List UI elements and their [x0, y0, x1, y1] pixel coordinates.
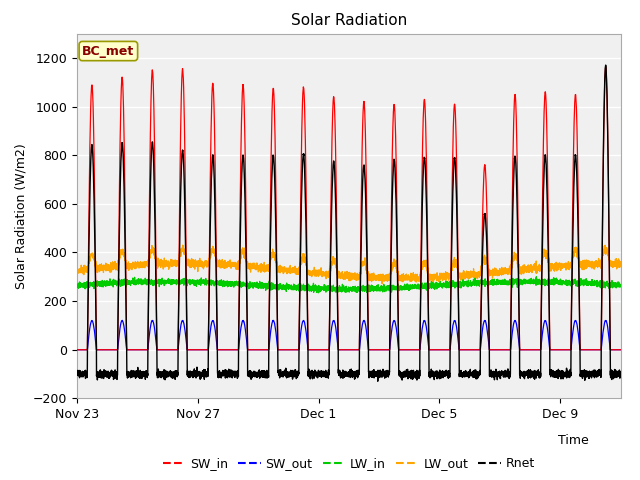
Line: LW_in: LW_in	[77, 277, 621, 293]
Rnet	[170, 374, 178, 380]
LW_out	[611, 261, 618, 266]
Line: LW_out: LW_out	[77, 245, 621, 284]
Rnet	[617, 372, 625, 378]
SW_in	[255, 347, 263, 353]
Legend: SW_in, SW_out, LW_in, LW_out, Rnet: SW_in, SW_out, LW_in, LW_out, Rnet	[157, 452, 540, 475]
SW_in	[397, 347, 404, 353]
LW_in	[173, 280, 181, 286]
SW_in	[602, 64, 609, 70]
SW_out	[617, 347, 625, 353]
LW_in	[397, 284, 404, 289]
Rnet	[173, 371, 181, 377]
LW_in	[314, 290, 322, 296]
LW_in	[95, 281, 102, 287]
SW_out	[397, 347, 404, 353]
Line: Rnet: Rnet	[77, 65, 621, 381]
SW_in	[95, 347, 102, 353]
SW_in	[173, 347, 181, 353]
SW_out	[173, 347, 181, 353]
LW_out	[378, 281, 386, 287]
Text: Time: Time	[558, 434, 589, 447]
SW_in	[611, 347, 618, 353]
LW_out	[95, 265, 102, 271]
SW_out	[255, 347, 263, 353]
LW_out	[617, 263, 625, 269]
Line: SW_out: SW_out	[77, 320, 621, 350]
LW_out	[179, 242, 186, 248]
Rnet	[255, 370, 263, 375]
Rnet	[602, 62, 609, 68]
LW_in	[611, 281, 618, 287]
Rnet	[73, 370, 81, 376]
LW_out	[397, 275, 404, 280]
Title: Solar Radiation: Solar Radiation	[291, 13, 407, 28]
LW_in	[532, 274, 540, 280]
LW_out	[173, 261, 181, 267]
SW_out	[95, 347, 102, 353]
LW_in	[170, 277, 178, 283]
Rnet	[374, 378, 381, 384]
SW_in	[73, 347, 81, 353]
Rnet	[397, 372, 404, 378]
SW_out	[118, 317, 126, 323]
SW_in	[617, 347, 625, 353]
SW_in	[170, 347, 178, 353]
Rnet	[611, 369, 618, 375]
LW_out	[170, 258, 178, 264]
SW_out	[611, 347, 618, 353]
LW_out	[73, 267, 81, 273]
Y-axis label: Solar Radiation (W/m2): Solar Radiation (W/m2)	[14, 143, 27, 289]
LW_in	[617, 282, 625, 288]
LW_in	[73, 282, 81, 288]
SW_out	[73, 347, 81, 353]
Line: SW_in: SW_in	[77, 67, 621, 350]
LW_in	[255, 283, 263, 288]
SW_out	[170, 347, 178, 353]
Rnet	[95, 372, 102, 378]
LW_out	[255, 266, 263, 272]
Text: BC_met: BC_met	[82, 45, 134, 58]
